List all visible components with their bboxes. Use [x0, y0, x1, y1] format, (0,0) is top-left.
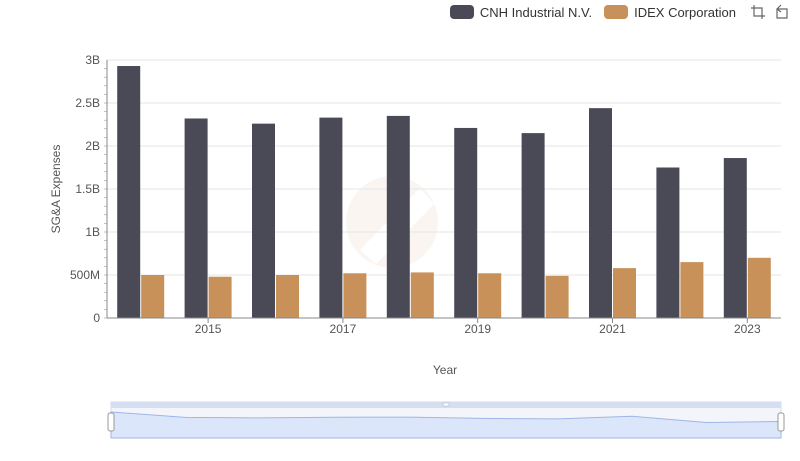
- legend-swatch-cnh: [449, 5, 474, 19]
- x-tick-label: 2015: [195, 322, 222, 336]
- y-tick-label: 2.5B: [75, 96, 100, 110]
- bar-idex-2016[interactable]: [276, 275, 299, 318]
- y-tick-label: 500M: [70, 268, 100, 282]
- navigator-handle-right[interactable]: [777, 412, 785, 432]
- range-navigator[interactable]: [107, 401, 785, 439]
- legend-swatch-idex: [604, 5, 629, 19]
- bar-idex-2015[interactable]: [208, 276, 232, 318]
- y-tick-label: 0: [93, 311, 100, 325]
- bar-cnh-2014[interactable]: [117, 66, 141, 319]
- navigator-handle-left[interactable]: [107, 412, 115, 432]
- bar-cnh-2018[interactable]: [386, 115, 410, 319]
- y-axis: 0 500M 1B 1.5B 2B 2.5B 3B: [70, 53, 108, 325]
- legend: CNH Industrial N.V. IDEX Corporation: [449, 4, 790, 20]
- bar-idex-2021[interactable]: [613, 268, 636, 318]
- bar-idex-2019[interactable]: [478, 273, 502, 318]
- bar-cnh-2023[interactable]: [723, 158, 747, 318]
- x-axis: 2015 2017 2019 2021 2023: [107, 317, 781, 336]
- bar-idex-2023[interactable]: [747, 257, 771, 318]
- bar-idex-2017[interactable]: [343, 273, 367, 318]
- bar-cnh-2016[interactable]: [252, 123, 275, 318]
- bar-cnh-2020[interactable]: [521, 133, 545, 318]
- bar-idex-2020[interactable]: [545, 275, 569, 318]
- bar-cnh-2021[interactable]: [589, 108, 612, 318]
- x-tick-label: 2017: [330, 322, 357, 336]
- legend-label-cnh: CNH Industrial N.V.: [479, 4, 593, 20]
- legend-item-idex[interactable]: IDEX Corporation: [604, 5, 736, 20]
- zoom-in-icon[interactable]: [750, 4, 766, 20]
- y-tick-label: 3B: [85, 53, 100, 67]
- bar-cnh-2015[interactable]: [184, 118, 208, 318]
- x-tick-label: 2019: [464, 322, 491, 336]
- bar-cnh-2022[interactable]: [656, 167, 680, 319]
- navigator-series-area: [110, 411, 782, 439]
- legend-label-idex: IDEX Corporation: [634, 4, 736, 20]
- navigator-scrollbar-grip[interactable]: [442, 402, 450, 407]
- x-tick-label: 2021: [599, 322, 626, 336]
- y-axis-title: SG&A Expenses: [49, 145, 63, 234]
- bars: [117, 66, 771, 319]
- bar-cnh-2017[interactable]: [319, 117, 343, 319]
- y-tick-label: 1B: [85, 225, 100, 239]
- y-tick-label: 1.5B: [75, 182, 100, 196]
- bar-cnh-2019[interactable]: [454, 127, 478, 318]
- restore-icon[interactable]: [774, 4, 790, 20]
- legend-item-cnh[interactable]: CNH Industrial N.V.: [449, 4, 593, 20]
- x-axis-title: Year: [433, 363, 457, 377]
- x-tick-label: 2023: [734, 322, 761, 336]
- chart-toolbar: [750, 4, 790, 20]
- y-tick-label: 2B: [85, 139, 100, 153]
- bar-idex-2022[interactable]: [680, 262, 704, 318]
- grid-lines: [107, 59, 781, 276]
- bar-idex-2014[interactable]: [141, 275, 165, 318]
- bar-idex-2018[interactable]: [410, 272, 434, 318]
